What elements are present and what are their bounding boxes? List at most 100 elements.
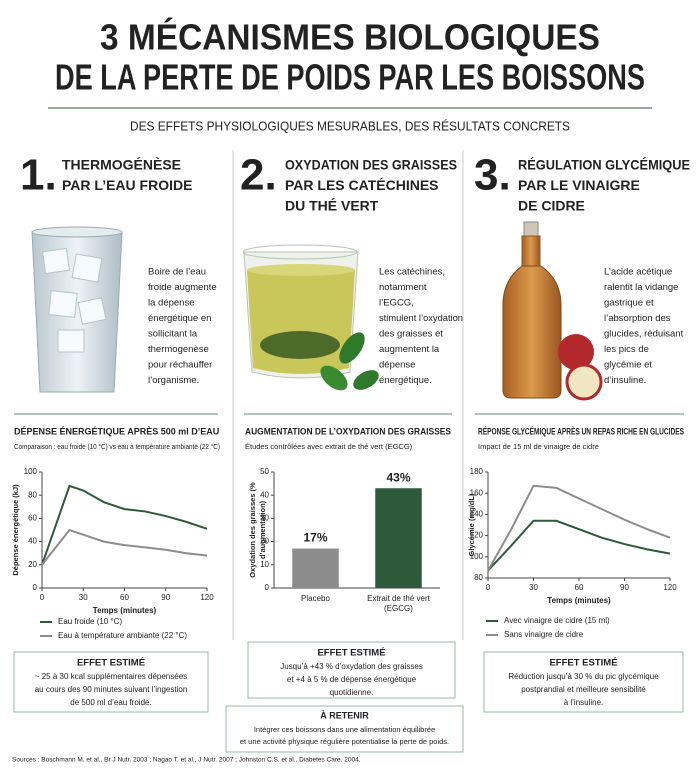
effect-text: au cours des 90 minutes suivant l’ingest… (35, 685, 188, 694)
y-tick-label: 140 (470, 510, 484, 519)
y-tick-label: 60 (28, 514, 37, 523)
data-line (41, 484, 208, 566)
column-description: froide augmente (148, 282, 217, 293)
x-tick-label: Extrait de thé vert (EGCG) (367, 594, 430, 613)
effect-text: de 500 ml d’eau froide. (70, 698, 151, 707)
chart-title: AUGMENTATION DE L’OXYDATION DES GRAISSES (245, 426, 451, 436)
column-number: 3. (474, 151, 511, 200)
column-title: DE CIDRE (518, 198, 585, 214)
column-title: RÉGULATION GLYCÉMIQUE (518, 157, 690, 173)
effect-text: et +4 à 5 % de dépense énergétique (287, 675, 417, 684)
vinegar-illustration (502, 221, 603, 401)
data-line (487, 484, 671, 572)
x-tick-label: 120 (200, 593, 214, 602)
column-description: notamment (379, 282, 427, 293)
bar (375, 488, 422, 588)
takeaway-box (225, 705, 464, 753)
y-tick-label: 10 (260, 560, 269, 569)
x-tick-label: 90 (161, 593, 170, 602)
y-tick-label: 0 (33, 583, 38, 592)
column-description: Les catéchines, (379, 267, 445, 278)
y-tick-label: 100 (470, 552, 484, 561)
takeaway-title: À RETENIR (320, 710, 369, 720)
x-tick-label: 120 (663, 583, 677, 592)
column-description: énergétique. (379, 375, 432, 386)
column-description: ralentit la vidange (604, 282, 678, 293)
column-description: augmentent la (379, 344, 440, 355)
data-line (41, 528, 208, 566)
value-label: 17% (303, 531, 327, 545)
column-description: l’absorption des (604, 313, 671, 324)
effect-title: EFFET ESTIMÉ (317, 648, 385, 659)
effect-title: EFFET ESTIMÉ (77, 658, 145, 669)
y-tick-label: 160 (470, 488, 484, 497)
column-number: 2. (240, 151, 277, 200)
takeaway-text: Intégrer ces boissons dans une alimentat… (254, 725, 435, 734)
y-tick-label: 50 (260, 467, 269, 476)
effect-title: EFFET ESTIMÉ (549, 658, 617, 669)
column-description: d’insuline. (604, 375, 646, 386)
column-description: L’acide acétique (604, 267, 672, 278)
x-tick-label: 60 (575, 583, 584, 592)
sources: Sources : Boschmann M. et al., Br J Nutr… (12, 757, 361, 764)
glass-illustration (31, 226, 123, 393)
column-description: Boire de l’eau (148, 267, 206, 278)
tea-illustration (242, 244, 379, 391)
column-description: stimulent l’oxydation (379, 313, 463, 324)
x-axis-label: Temps (minutes) (93, 606, 157, 615)
data-line (487, 519, 671, 572)
y-tick-label: 100 (24, 467, 38, 476)
chart-title: RÉPONSE GLYCÉMIQUE APRÈS UN REPAS RICHE … (478, 426, 684, 436)
column-description: dépense (379, 360, 415, 371)
x-tick-label: 30 (529, 583, 538, 592)
page-title: 3 MÉCANISMES BIOLOGIQUES (100, 17, 600, 58)
effect-text: Réduction jusqu’à 30 % du pic glycémique (508, 672, 659, 681)
legend-label: Eau froide (10 °C) (58, 617, 122, 626)
x-tick-label: 60 (120, 593, 129, 602)
column-description: glucides, réduisant (604, 329, 684, 340)
legend-label: Avec vinaigre de cidre (15 ml) (504, 616, 610, 625)
column-description: glycémie et (604, 360, 652, 371)
column-title: OXYDATION DES GRAISSES (285, 157, 457, 173)
column-description: des graisses et (379, 329, 443, 340)
effect-text: ~ 25 à 30 kcal supplémentaires dépensées (35, 672, 187, 681)
value-label: 43% (386, 470, 410, 484)
y-axis-label: Dépense énergétique (kJ) (11, 484, 20, 576)
effect-text: quotidienne. (330, 688, 374, 697)
column-description: l’EGCG, (379, 298, 414, 309)
chart-subtitle: Impact de 15 ml de vinaigre de cidre (478, 442, 599, 451)
column-title: PAR LE VINAIGRE (518, 177, 640, 193)
column-description: les pics de (604, 344, 649, 355)
effect-box (13, 651, 209, 713)
y-tick-label: 30 (260, 514, 269, 523)
column-description: énergétique en (148, 313, 211, 324)
column-description: la dépense (148, 298, 194, 309)
column-number: 1. (20, 151, 57, 200)
column-description: sollicitant la (148, 329, 198, 340)
y-axis-label: Glycémie (mg/dL) (467, 493, 476, 556)
y-tick-label: 80 (474, 573, 483, 582)
column-title: PAR LES CATÉCHINES (285, 177, 439, 193)
x-tick-label: 90 (620, 583, 629, 592)
chart-subtitle: Comparaison : eau froide (10 °C) vs eau … (14, 442, 220, 451)
effect-text: à l’insuline. (564, 698, 604, 707)
x-tick-label: Placebo (301, 594, 330, 603)
y-tick-label: 120 (470, 531, 484, 540)
legend-label: Sans vinaigre de cidre (504, 630, 584, 639)
column-description: pour réchauffer (148, 360, 212, 371)
column-title: PAR L’EAU FROIDE (62, 177, 192, 193)
column-title: DU THÉ VERT (285, 198, 379, 214)
y-tick-label: 40 (260, 490, 269, 499)
chart-title: DÉPENSE ÉNERGÉTIQUE APRÈS 500 ml D’EAU (14, 426, 219, 436)
bar (292, 548, 339, 588)
chart-subtitle: Études contrôlées avec extrait de thé ve… (245, 442, 413, 451)
effect-box (247, 641, 456, 699)
column-description: thermogenèse (148, 344, 209, 355)
legend-label: Eau à température ambiante (22 °C) (58, 631, 187, 640)
column-title: THERMOGÉNÈSE (62, 157, 181, 173)
y-tick-label: 80 (28, 490, 37, 499)
y-axis-label: Oxydation des graisses (% d’augmentation… (248, 482, 267, 578)
effect-text: postprandial et meilleure sensibilité (521, 685, 646, 694)
